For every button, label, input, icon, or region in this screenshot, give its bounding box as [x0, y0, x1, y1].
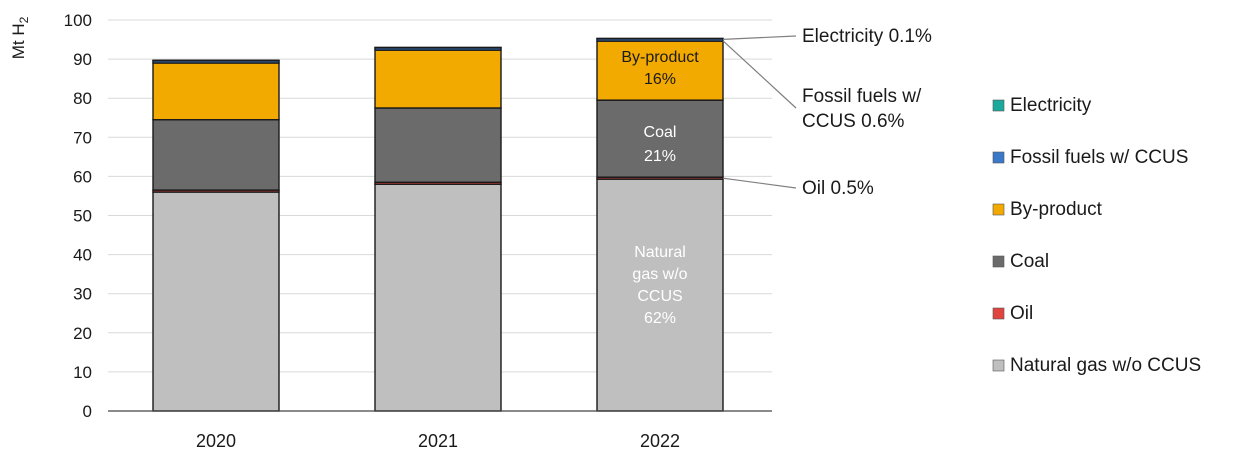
bar-segment-natural-gas-w-o-ccus — [374, 183, 502, 412]
oil-annotation: Oil 0.5% — [802, 178, 874, 199]
annotations: Electricity 0.1% Fossil fuels w/CCUS 0.6%… — [722, 26, 932, 199]
legend-swatch — [992, 255, 1005, 268]
y-tick-label: 20 — [73, 324, 92, 343]
y-tick-label: 60 — [73, 167, 92, 186]
bar-segment-natural-gas-w-o-ccus — [152, 191, 280, 412]
bar-stack-2020 — [152, 59, 280, 412]
y-tick-label: 10 — [73, 363, 92, 382]
legend-swatch — [992, 151, 1005, 164]
fossil-leader-line — [722, 40, 797, 109]
natural-gas-bar-label: CCUS — [637, 288, 682, 305]
legend-swatch — [992, 99, 1005, 112]
bar-segment-by-product — [596, 40, 724, 101]
y-tick-label: 70 — [73, 128, 92, 147]
y-axis-label: Mt H2 — [9, 16, 31, 59]
y-tick-label: 90 — [73, 50, 92, 69]
byproduct-bar-label: By-product — [621, 49, 699, 66]
oil-leader-line — [722, 177, 797, 189]
y-axis-ticks: 0 10 20 30 40 50 60 70 80 90 100 — [64, 11, 92, 421]
bar-stack-2021 — [374, 46, 502, 412]
x-tick-label: 2020 — [196, 431, 236, 451]
bar-segment-electricity — [374, 46, 502, 49]
bar-segment-by-product — [374, 49, 502, 109]
electricity-annotation: Electricity 0.1% — [802, 26, 932, 47]
fossil-ccus-annotation: Fossil fuels w/ — [802, 86, 922, 107]
y-tick-label: 80 — [73, 89, 92, 108]
legend-swatch — [992, 359, 1005, 372]
legend-label: Natural gas w/o CCUS — [1010, 355, 1201, 376]
legend-label: Oil — [1010, 303, 1033, 324]
y-tick-label: 100 — [64, 11, 92, 30]
y-tick-label: 40 — [73, 246, 92, 265]
coal-bar-label: Coal — [644, 124, 677, 141]
bar-segment-electricity — [596, 37, 724, 40]
byproduct-bar-label: 16% — [644, 71, 676, 88]
x-tick-label: 2021 — [418, 431, 458, 451]
bar-segment-coal — [374, 107, 502, 183]
bar-segment-natural-gas-w-o-ccus — [596, 178, 724, 412]
natural-gas-bar-label: 62% — [644, 310, 676, 327]
bar-segment-by-product — [152, 62, 280, 121]
electricity-leader-line — [722, 35, 797, 40]
bar-stacks — [152, 37, 724, 412]
x-axis-labels: 2020 2021 2022 — [196, 431, 680, 451]
natural-gas-bar-label: gas w/o — [632, 266, 687, 283]
legend-label: Coal — [1010, 251, 1049, 272]
bar-stack-2022 — [596, 37, 724, 412]
legend-label: By-product — [1010, 199, 1103, 220]
y-tick-label: 50 — [73, 207, 92, 226]
bar-segment-electricity — [152, 59, 280, 62]
legend-swatch — [992, 203, 1005, 216]
legend-label: Fossil fuels w/ CCUS — [1010, 147, 1188, 168]
legend-label: Electricity — [1010, 95, 1092, 116]
x-tick-label: 2022 — [640, 431, 680, 451]
y-tick-label: 0 — [83, 402, 92, 421]
bar-segment-coal — [596, 99, 724, 178]
natural-gas-bar-label: Natural — [634, 244, 686, 261]
coal-bar-label: 21% — [644, 148, 676, 165]
fossil-ccus-annotation: CCUS 0.6% — [802, 111, 905, 132]
y-tick-label: 30 — [73, 285, 92, 304]
bar-inner-labels: By-product 16% Coal 21% Natural gas w/o CCUS 62… — [621, 49, 699, 327]
legend-swatch — [992, 307, 1005, 320]
legend: Electricity Fossil fuels w/ CCUS By-produc… — [992, 95, 1201, 376]
bar-segment-coal — [152, 119, 280, 191]
